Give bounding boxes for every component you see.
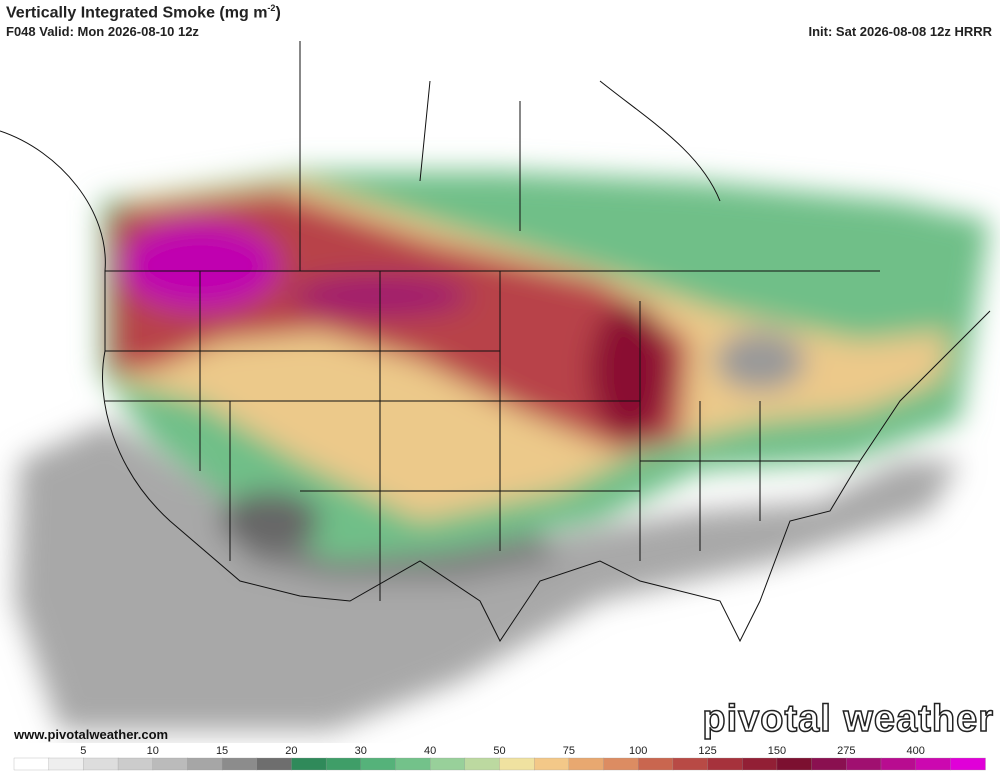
colorbar-label: 50 <box>493 745 505 757</box>
colorbar-swatch <box>499 757 535 771</box>
colorbar-swatch <box>221 757 258 771</box>
colorbar-swatch <box>707 757 743 771</box>
colorbar-swatch <box>672 757 709 771</box>
title-exponent: -2 <box>267 3 276 13</box>
logo: pivotal weather <box>702 697 994 741</box>
title-end: ) <box>275 4 281 22</box>
colorbar-label: 75 <box>563 745 575 757</box>
colorbar-swatch <box>464 757 501 771</box>
colorbar: 5 10 15 20 30 40 50 75 100 125 150 275 400 <box>13 745 986 771</box>
colorbar-swatch <box>429 757 466 771</box>
colorbar-swatch <box>811 757 847 771</box>
colorbar-swatch <box>534 757 570 771</box>
colorbar-swatch <box>13 757 50 771</box>
colorbar-swatch <box>325 757 362 771</box>
colorbar-label: 30 <box>355 745 367 757</box>
colorbar-label: 20 <box>285 745 297 757</box>
colorbar-label: 150 <box>768 745 786 757</box>
init-time: Init: Sat 2026-08-08 12z HRRR <box>808 24 992 39</box>
colorbar-swatch <box>568 757 605 771</box>
colorbar-label: 10 <box>147 745 159 757</box>
title-text: Vertically Integrated Smoke (mg m <box>6 4 268 22</box>
colorbar-swatch <box>742 757 778 771</box>
colorbar-swatch <box>395 757 431 771</box>
colorbar-swatch <box>256 757 293 771</box>
colorbar-label: 125 <box>698 745 716 757</box>
title: Vertically Integrated Smoke (mg m-2) <box>6 3 281 22</box>
site-url: www.pivotalweather.com <box>14 727 169 742</box>
colorbar-label: 15 <box>216 745 228 757</box>
colorbar-swatch <box>915 757 951 771</box>
colorbar-swatch <box>48 757 85 771</box>
colorbar-swatch <box>117 757 154 771</box>
colorbar-swatch <box>846 757 882 771</box>
colorbar-label: 400 <box>906 745 924 757</box>
colorbar-swatch <box>638 757 674 771</box>
colorbar-label: 275 <box>837 745 855 757</box>
colorbar-swatch <box>291 757 327 771</box>
valid-time: F048 Valid: Mon 2026-08-10 12z <box>6 24 199 39</box>
colorbar-swatch <box>152 757 189 771</box>
colorbar-swatch <box>776 757 813 771</box>
colorbar-swatch <box>360 757 397 771</box>
colorbar-swatch <box>187 757 223 771</box>
colorbar-swatch <box>950 757 986 771</box>
colorbar-swatch <box>83 757 119 771</box>
colorbar-swatch <box>603 757 639 771</box>
colorbar-label: 100 <box>629 745 647 757</box>
colorbar-label: 5 <box>80 745 86 757</box>
colorbar-label: 40 <box>424 745 436 757</box>
boundaries <box>0 41 991 643</box>
map <box>0 41 1000 743</box>
colorbar-swatch <box>880 757 917 771</box>
